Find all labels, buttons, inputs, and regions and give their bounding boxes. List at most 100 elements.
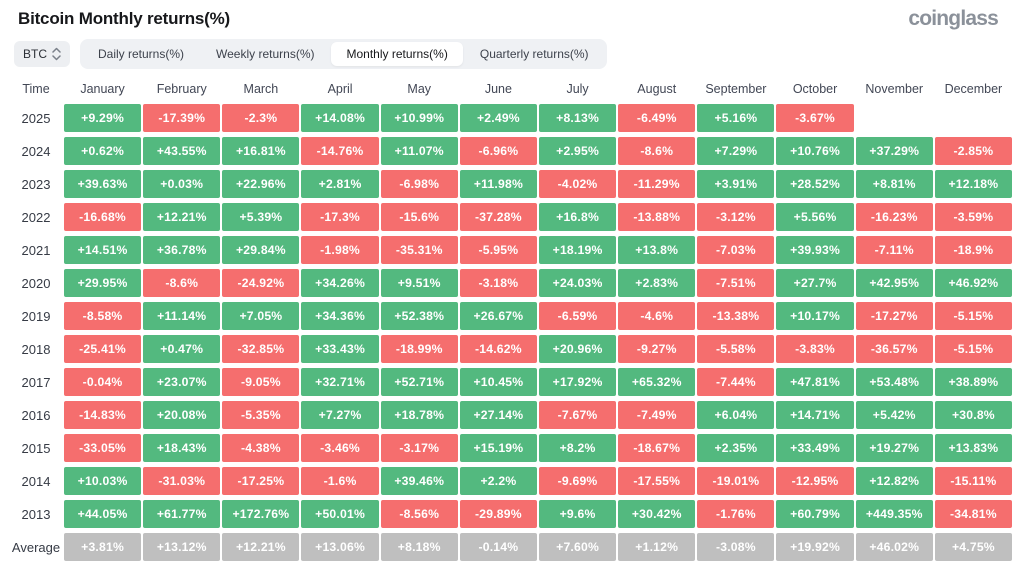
return-cell: -1.6% (301, 467, 379, 495)
return-cell: +18.43% (143, 434, 221, 462)
return-cell: -35.31% (380, 236, 458, 264)
return-cell: +11.07% (380, 137, 458, 165)
controls-bar: BTC Daily returns(%) Weekly returns(%) Mon… (0, 33, 1024, 75)
return-cell: +10.45% (459, 368, 537, 396)
return-cell: +32.71% (301, 368, 379, 396)
year-label-2016: 2016 (21, 407, 51, 423)
return-cell: -0.04% (64, 368, 142, 396)
return-cell: +43.55% (143, 137, 221, 165)
tab-quarterly-returns[interactable]: Quarterly returns(%) (465, 42, 604, 66)
return-cell: -5.58% (697, 335, 775, 363)
return-cell: -24.92% (222, 269, 300, 297)
average-cell: +13.06% (301, 533, 379, 561)
return-cell: +29.95% (64, 269, 142, 297)
return-cell: +8.2% (538, 434, 617, 462)
return-cell: +46.92% (934, 269, 1012, 297)
page-title: Bitcoin Monthly returns(%) (18, 9, 231, 28)
average-cell: +7.60% (538, 533, 617, 561)
return-cell: -5.15% (934, 302, 1012, 330)
return-cell: +28.52% (776, 170, 854, 198)
return-cell: -17.25% (222, 467, 300, 495)
return-cell: +18.78% (380, 401, 458, 429)
coin-selector[interactable]: BTC (14, 41, 70, 67)
return-cell: -3.46% (301, 434, 379, 462)
return-cell: +27.14% (459, 401, 537, 429)
year-label-2021: 2021 (21, 242, 51, 258)
year-label-2025: 2025 (21, 110, 51, 126)
year-label-2022: 2022 (21, 209, 51, 225)
return-cell: +10.03% (64, 467, 142, 495)
return-cell: -7.11% (855, 236, 933, 264)
tab-daily-returns[interactable]: Daily returns(%) (83, 42, 199, 66)
return-cell: -2.85% (934, 137, 1012, 165)
month-header-july: July (566, 82, 589, 96)
year-label-2024: 2024 (21, 143, 51, 159)
return-cell: +13.8% (618, 236, 696, 264)
month-header-march: March (243, 82, 279, 96)
return-cell: +11.98% (459, 170, 537, 198)
return-cell: -8.6% (143, 269, 221, 297)
return-cell: -4.02% (538, 170, 617, 198)
average-cell: +19.92% (776, 533, 854, 561)
return-cell: -3.18% (459, 269, 537, 297)
tab-weekly-returns[interactable]: Weekly returns(%) (201, 42, 329, 66)
return-cell: +3.91% (697, 170, 775, 198)
return-cell: -4.38% (222, 434, 300, 462)
return-cell: +42.95% (855, 269, 933, 297)
return-cell: +61.77% (143, 500, 221, 528)
return-cell: +44.05% (64, 500, 142, 528)
return-cell: -16.23% (855, 203, 933, 231)
tab-monthly-returns[interactable]: Monthly returns(%) (331, 42, 463, 66)
return-cell: +9.29% (64, 104, 142, 132)
return-cell: -5.15% (934, 335, 1012, 363)
return-cell: -37.28% (459, 203, 537, 231)
year-label-2020: 2020 (21, 275, 51, 291)
coin-selector-value: BTC (23, 47, 47, 61)
year-label-2014: 2014 (21, 473, 51, 489)
return-cell: +8.81% (855, 170, 933, 198)
return-cell: +20.96% (538, 335, 617, 363)
return-cell: -31.03% (143, 467, 221, 495)
return-cell: +34.26% (301, 269, 379, 297)
return-cell: -2.3% (222, 104, 300, 132)
year-label-2018: 2018 (21, 341, 51, 357)
return-cell: -6.59% (538, 302, 617, 330)
return-cell: -32.85% (222, 335, 300, 363)
return-cell: -18.99% (380, 335, 458, 363)
month-header-december: December (944, 82, 1003, 96)
return-cell: -15.6% (380, 203, 458, 231)
return-cell: +50.01% (301, 500, 379, 528)
year-label-2023: 2023 (21, 176, 51, 192)
return-cell: +10.17% (776, 302, 854, 330)
sort-updown-icon (52, 47, 61, 61)
return-cell: +0.03% (143, 170, 221, 198)
return-cell: +5.56% (776, 203, 854, 231)
return-cell: -18.67% (618, 434, 696, 462)
return-cell: -1.76% (697, 500, 775, 528)
return-cell: -3.17% (380, 434, 458, 462)
return-cell: -1.98% (301, 236, 379, 264)
return-cell: +8.13% (538, 104, 617, 132)
return-cell: +39.93% (776, 236, 854, 264)
return-cell: +33.49% (776, 434, 854, 462)
return-cell: -14.83% (64, 401, 142, 429)
return-cell: -25.41% (64, 335, 142, 363)
average-cell: +12.21% (222, 533, 300, 561)
year-label-2019: 2019 (21, 308, 51, 324)
topbar: Bitcoin Monthly returns(%) coinglass (0, 0, 1024, 33)
return-cell: +36.78% (143, 236, 221, 264)
return-cell: -17.27% (855, 302, 933, 330)
return-cell: -11.29% (618, 170, 696, 198)
return-cell: -12.95% (776, 467, 854, 495)
return-cell: +7.29% (697, 137, 775, 165)
return-cell: +39.63% (64, 170, 142, 198)
return-cell: +9.6% (538, 500, 617, 528)
return-cell: -34.81% (934, 500, 1012, 528)
return-cell: +22.96% (222, 170, 300, 198)
average-cell: +3.81% (64, 533, 142, 561)
return-cell: -9.27% (618, 335, 696, 363)
return-cell: +19.27% (855, 434, 933, 462)
return-cell: +12.18% (934, 170, 1012, 198)
return-cell: -29.89% (459, 500, 537, 528)
